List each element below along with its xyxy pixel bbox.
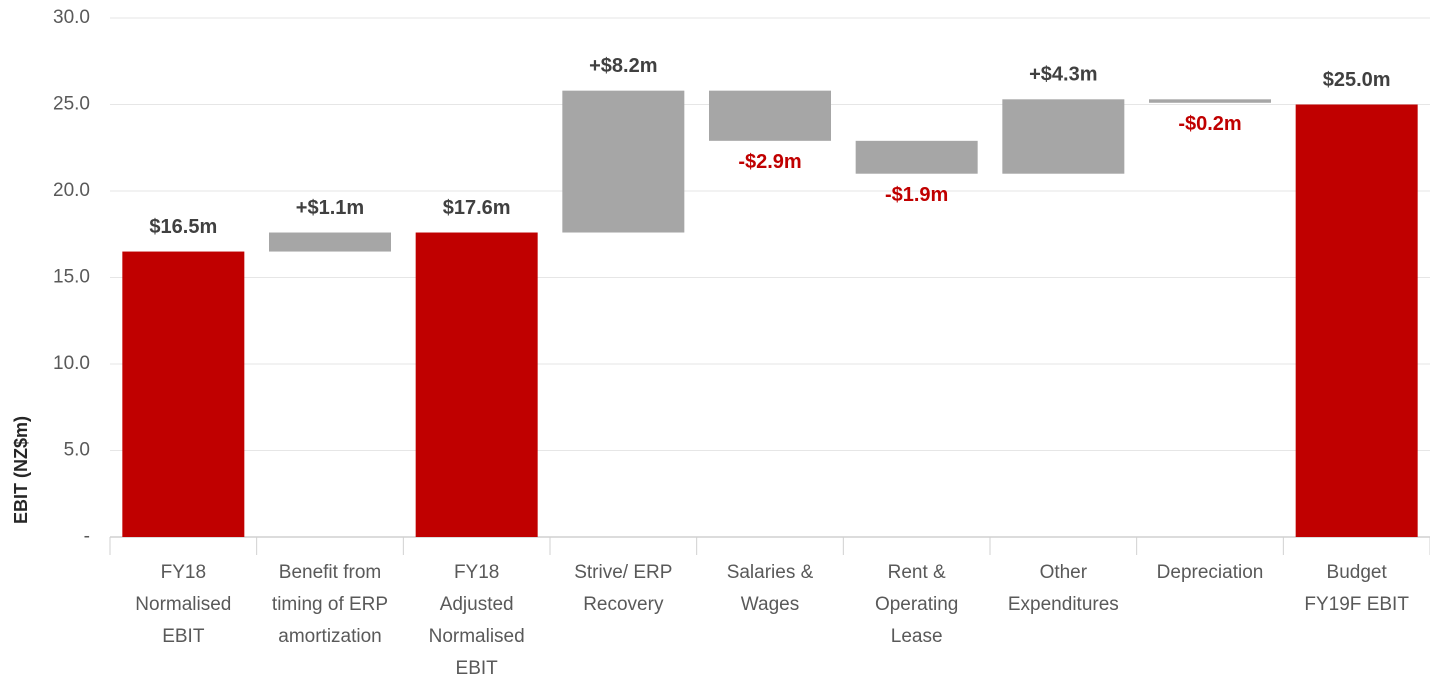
x-tick-label: FY18 xyxy=(161,562,206,583)
value-label: +$8.2m xyxy=(589,55,657,77)
x-tick-label: Other xyxy=(1040,562,1088,583)
y-axis-label: EBIT (NZ$m) xyxy=(11,416,31,524)
x-tick-label: Rent & xyxy=(888,562,946,583)
y-tick-label: 10.0 xyxy=(53,353,90,374)
value-label: $25.0m xyxy=(1323,69,1391,91)
x-tick-label: Adjusted xyxy=(440,594,514,615)
value-label: +$4.3m xyxy=(1029,64,1097,86)
bar xyxy=(709,90,831,141)
bar xyxy=(415,232,538,537)
y-tick-label: 30.0 xyxy=(53,7,90,28)
x-tick-label: FY19F EBIT xyxy=(1304,594,1409,615)
x-tick-label: Expenditures xyxy=(1008,594,1119,615)
y-tick-label: 15.0 xyxy=(53,267,90,288)
bar xyxy=(1149,99,1271,103)
x-tick-label: FY18 xyxy=(454,562,499,583)
x-tick-label: Strive/ ERP xyxy=(574,562,672,583)
x-tick-label: Depreciation xyxy=(1157,562,1264,583)
x-tick-label: EBIT xyxy=(456,658,499,679)
x-tick-label: Salaries & xyxy=(727,562,814,583)
x-tick-label: Normalised xyxy=(135,594,231,615)
bar xyxy=(1002,99,1125,174)
x-tick-label: Budget xyxy=(1327,562,1388,583)
bar xyxy=(562,90,685,233)
x-tick-label: Benefit from xyxy=(279,562,381,583)
bar xyxy=(1295,104,1418,537)
x-tick-label: Normalised xyxy=(429,626,525,647)
value-label: -$2.9m xyxy=(738,151,801,173)
value-label: $17.6m xyxy=(443,197,511,219)
x-tick-label: Wages xyxy=(741,594,799,615)
value-label: +$1.1m xyxy=(296,197,364,219)
x-tick-label: Lease xyxy=(891,626,943,647)
x-tick-label: Recovery xyxy=(583,594,664,615)
y-tick-label: 20.0 xyxy=(53,180,90,201)
bar xyxy=(269,232,391,252)
value-label: -$0.2m xyxy=(1178,113,1241,135)
value-label: -$1.9m xyxy=(885,184,948,206)
bar xyxy=(122,251,245,538)
x-tick-label: amortization xyxy=(278,626,382,647)
x-tick-label: EBIT xyxy=(162,626,205,647)
y-tick-label: 5.0 xyxy=(64,440,90,461)
y-tick-label: - xyxy=(84,526,90,547)
value-label: $16.5m xyxy=(149,216,217,238)
x-tick-label: timing of ERP xyxy=(272,594,388,615)
bar xyxy=(855,140,978,174)
y-tick-label: 25.0 xyxy=(53,94,90,115)
x-tick-label: Operating xyxy=(875,594,958,615)
